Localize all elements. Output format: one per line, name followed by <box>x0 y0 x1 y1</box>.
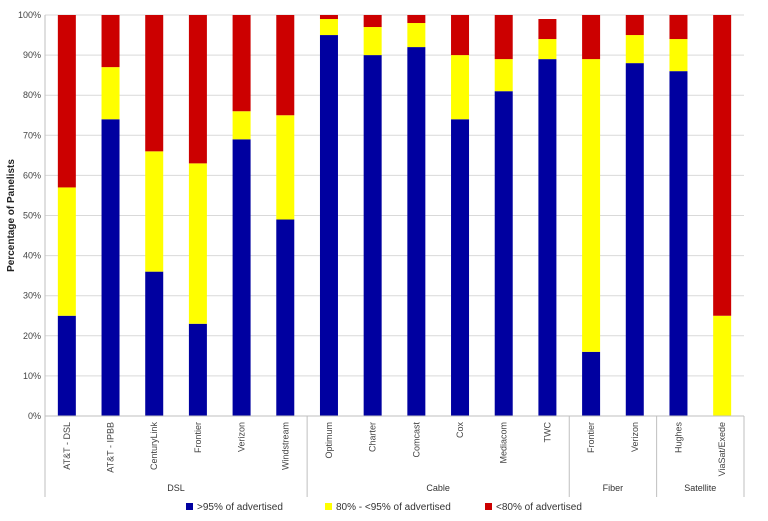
x-tick-label: Optimum <box>324 422 334 459</box>
legend-label: <80% of advertised <box>496 502 582 513</box>
y-tick-label: 60% <box>23 170 41 180</box>
x-tick-label: CenturyLink <box>149 422 159 471</box>
y-tick-label: 80% <box>23 90 41 100</box>
bar-segment <box>319 15 338 20</box>
bar-segment <box>276 219 295 416</box>
y-tick-label: 70% <box>23 130 41 140</box>
y-tick-label: 90% <box>23 50 41 60</box>
x-tick-label: Frontier <box>586 422 596 453</box>
legend: >95% of advertised 80% - <95% of advertis… <box>186 502 582 513</box>
bar-segment <box>101 15 120 68</box>
x-tick-label: Cox <box>455 422 465 439</box>
y-axis-label: Percentage of Panelists <box>6 159 17 272</box>
x-tick-label: ViaSat/Exede <box>717 422 727 476</box>
x-tick-label: Mediacom <box>499 422 509 464</box>
bar-segment <box>101 119 120 416</box>
x-tick-label: Windstream <box>280 422 290 470</box>
bar-segment <box>363 15 382 28</box>
axes: 0% 10% 20% 30% 40% 50% 60% 70% 80% 90% 100% AT&T - … <box>18 10 745 497</box>
group-label: Satellite <box>684 483 716 493</box>
x-tick-label: TWC <box>542 422 552 443</box>
bar-segment <box>669 39 688 72</box>
y-tick-label: 50% <box>23 211 41 221</box>
y-tick-label: 30% <box>23 291 41 301</box>
group-label: Fiber <box>603 483 624 493</box>
bar-segment <box>713 315 732 416</box>
bar-segment <box>407 15 426 24</box>
bar-segment <box>538 39 557 60</box>
bar-segment <box>232 111 251 140</box>
y-tick-label: 100% <box>18 10 41 20</box>
bar-segment <box>451 119 470 416</box>
bar-segment <box>57 315 76 416</box>
bar-segment <box>319 19 338 36</box>
y-tick-label: 20% <box>23 331 41 341</box>
bar-segment <box>407 23 426 48</box>
bar-segment <box>188 323 207 416</box>
x-tick-label: Comcast <box>411 422 421 458</box>
bar-segment <box>451 15 470 56</box>
legend-label: 80% - <95% of advertised <box>336 502 451 513</box>
bar-segment <box>101 67 120 120</box>
y-tick-label: 0% <box>28 411 41 421</box>
bar-segment <box>669 15 688 40</box>
bar-segment <box>188 163 207 324</box>
bar-segment <box>145 151 164 272</box>
bar-segment <box>188 15 207 164</box>
x-tick-label: Verizon <box>630 422 640 452</box>
x-tick-label: Charter <box>368 422 378 452</box>
x-tick-label: AT&T - IPBB <box>106 422 116 473</box>
bar-segment <box>451 55 470 120</box>
bar-segment <box>669 71 688 416</box>
bar-segment <box>276 15 295 116</box>
legend-swatch <box>325 503 332 510</box>
legend-label: >95% of advertised <box>197 502 283 513</box>
bar-segment <box>494 15 513 60</box>
bar-segment <box>145 271 164 416</box>
bar-segment <box>276 115 295 220</box>
bar-segment <box>713 15 732 316</box>
y-tick-label: 10% <box>23 371 41 381</box>
bar-segment <box>625 63 644 417</box>
legend-swatch <box>186 503 193 510</box>
x-tick-label: Hughes <box>673 422 683 454</box>
bar-segment <box>582 59 601 352</box>
bar-segment <box>538 59 557 417</box>
x-tick-label: AT&T - DSL <box>62 422 72 470</box>
bar-segment <box>494 91 513 416</box>
x-tick-label: Frontier <box>193 422 203 453</box>
bar-segment <box>625 15 644 36</box>
group-label: DSL <box>167 483 185 493</box>
bar-segment <box>363 27 382 56</box>
group-label: Cable <box>426 483 450 493</box>
bars <box>57 15 732 417</box>
bar-segment <box>232 139 251 416</box>
bar-segment <box>407 47 426 417</box>
x-tick-label: Verizon <box>237 422 247 452</box>
bar-segment <box>582 351 601 416</box>
bar-segment <box>363 55 382 416</box>
bar-segment <box>538 19 557 40</box>
y-tick-label: 40% <box>23 251 41 261</box>
bar-segment <box>145 15 164 152</box>
bar-segment <box>494 59 513 92</box>
legend-swatch <box>485 503 492 510</box>
bar-segment <box>57 187 76 316</box>
bar-segment <box>57 15 76 188</box>
bar-segment <box>582 15 601 60</box>
bar-segment <box>232 15 251 112</box>
bar-segment <box>319 35 338 417</box>
bar-segment <box>625 35 644 64</box>
